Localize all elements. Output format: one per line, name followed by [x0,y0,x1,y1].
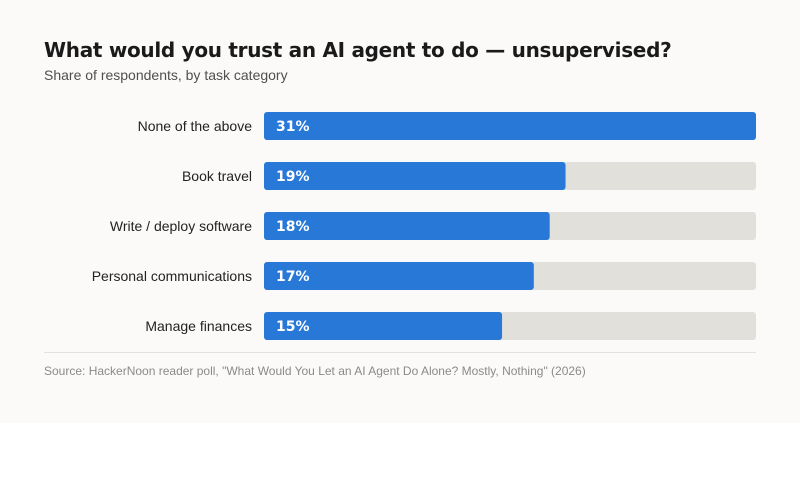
chart-subtitle: Share of respondents, by task category [44,67,288,83]
chart-card: What would you trust an AI agent to do —… [44,38,756,378]
bar [264,312,503,340]
bar [264,112,756,140]
value-label: 18% [276,219,310,235]
category-label: None of the above [138,118,253,134]
bar [264,262,534,290]
bar [264,162,566,190]
source-divider [44,352,756,353]
bar [264,212,550,240]
category-label: Manage finances [145,318,252,334]
category-label: Write / deploy software [110,218,252,234]
bar-chart: None of the above 31% Book travel 19% Write … [92,112,756,340]
value-label: 19% [276,169,310,185]
value-label: 15% [276,319,310,335]
chart-title: What would you trust an AI agent to do —… [44,38,672,62]
category-label: Book travel [182,168,252,184]
value-label: 31% [276,119,310,135]
value-label: 17% [276,269,310,285]
category-label: Personal communications [92,268,252,284]
source-note: Source: HackerNoon reader poll, "What Wo… [44,364,586,378]
